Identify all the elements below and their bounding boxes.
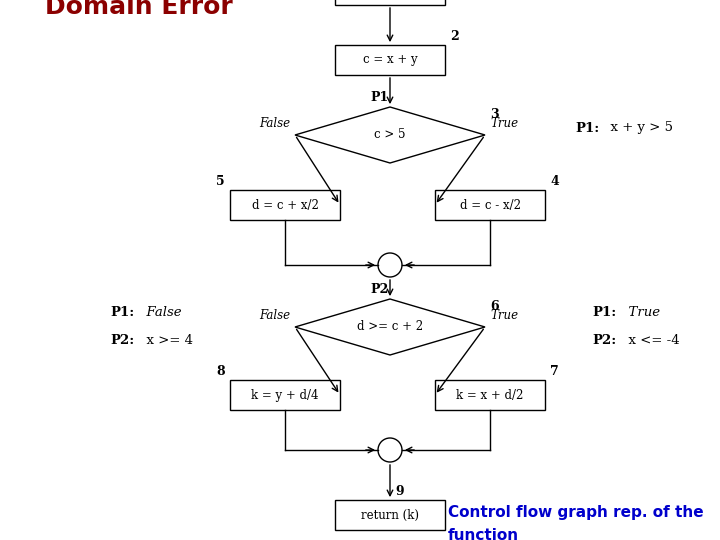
Polygon shape [295,107,485,163]
Text: 4: 4 [550,175,559,188]
Bar [230,380,340,410]
Text: k = y + d/4: k = y + d/4 [251,388,319,402]
Text: x <= -4: x <= -4 [620,334,680,347]
Bar [230,190,340,220]
Polygon shape [295,299,485,355]
Text: False: False [259,117,290,130]
Text: d >= c + 2: d >= c + 2 [357,321,423,334]
Text: return (k): return (k) [361,509,419,522]
Text: 8: 8 [217,365,225,378]
Text: 7: 7 [550,365,559,378]
Text: 9: 9 [395,485,404,498]
Text: 6: 6 [490,300,499,313]
Text: 3: 3 [490,108,499,121]
Bar [335,500,445,530]
Text: P2:: P2: [592,334,616,347]
Text: P2:: P2: [110,334,134,347]
Text: True: True [490,117,518,130]
Text: P1:: P1: [110,306,134,319]
Bar [435,380,545,410]
Text: d = c + x/2: d = c + x/2 [251,199,318,212]
Text: c > 5: c > 5 [374,129,406,141]
Bar [435,190,545,220]
Text: 2: 2 [450,30,459,43]
Text: function: function [448,528,519,540]
Text: k = x + d/2: k = x + d/2 [456,388,523,402]
Text: c = x + y: c = x + y [363,53,418,66]
Text: x >= 4: x >= 4 [138,334,193,347]
Text: P1: P1 [371,91,389,104]
Text: False: False [259,309,290,322]
Text: Control flow graph rep. of the: Control flow graph rep. of the [448,505,703,520]
Circle shape [378,253,402,277]
Text: P1:: P1: [592,306,616,319]
Text: Domain Error: Domain Error [45,0,233,19]
Text: False: False [138,306,181,319]
Bar [335,45,445,75]
Text: True: True [620,306,660,319]
Circle shape [378,438,402,462]
Text: P1:: P1: [575,122,599,134]
Text: d = c - x/2: d = c - x/2 [459,199,521,212]
Text: True: True [490,309,518,322]
Text: 5: 5 [217,175,225,188]
Text: P2: P2 [371,283,389,296]
Text: x + y > 5: x + y > 5 [602,122,673,134]
Bar [335,0,445,5]
